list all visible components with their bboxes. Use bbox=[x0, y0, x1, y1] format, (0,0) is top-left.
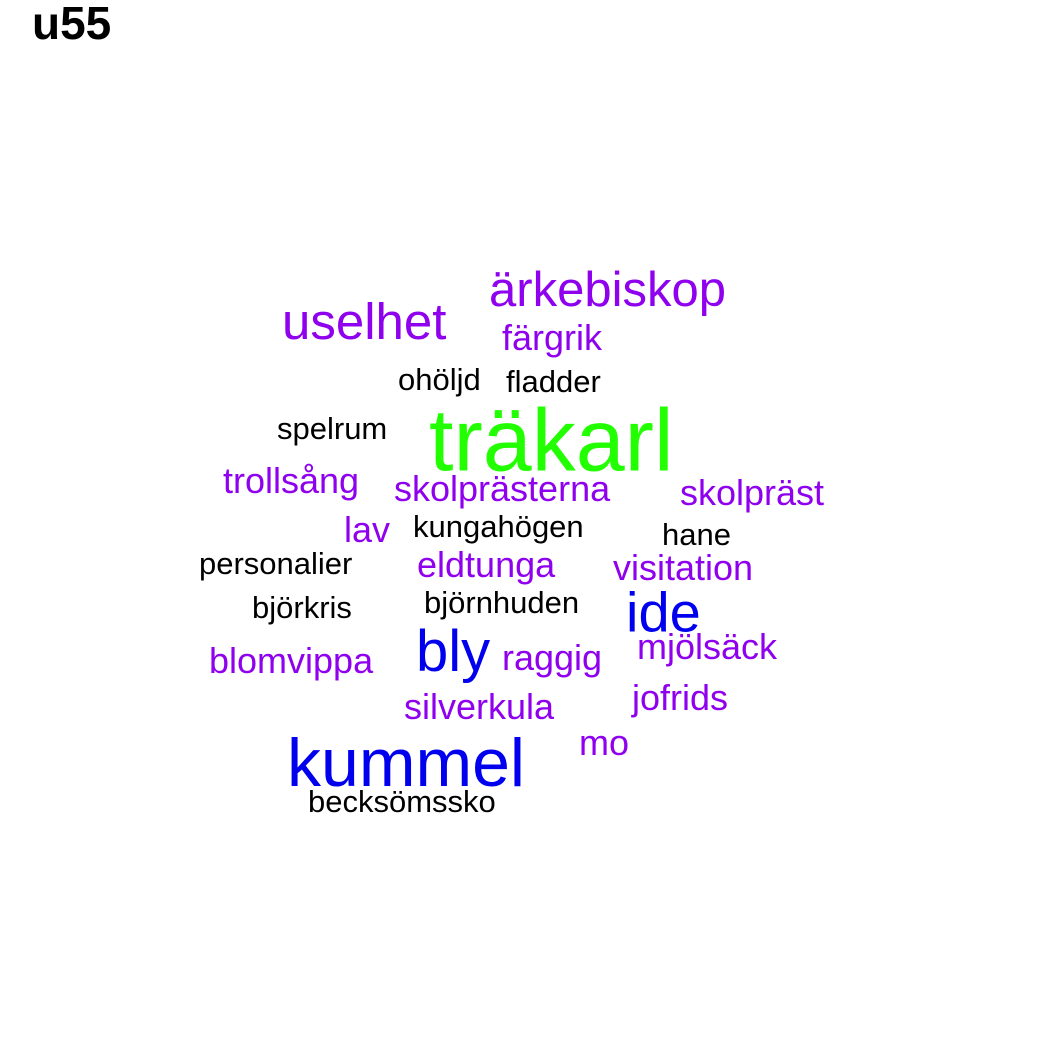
cloud-word: ide bbox=[626, 580, 701, 644]
cloud-word: mo bbox=[579, 721, 630, 763]
cloud-word: raggig bbox=[502, 636, 603, 678]
cloud-word: kungahögen bbox=[413, 508, 584, 544]
cloud-word: björkris bbox=[252, 589, 352, 625]
cloud-word: kummel bbox=[287, 724, 526, 801]
cloud-word: fladder bbox=[506, 363, 601, 399]
cloud-word: mjölsäck bbox=[637, 625, 778, 667]
cloud-word: trollsång bbox=[223, 459, 360, 501]
cloud-word: spelrum bbox=[277, 410, 388, 446]
cloud-word: träkarl bbox=[429, 390, 674, 490]
cloud-word: lav bbox=[344, 508, 391, 550]
cloud-word: uselhet bbox=[282, 293, 447, 351]
cloud-word: personalier bbox=[199, 545, 353, 581]
cloud-word: ärkebiskop bbox=[489, 262, 726, 317]
cloud-word: blomvippa bbox=[209, 639, 374, 681]
cloud-word: hane bbox=[662, 516, 731, 552]
cloud-word: bly bbox=[416, 618, 491, 684]
cloud-word: skolpräst bbox=[680, 471, 825, 513]
cloud-word: jofrids bbox=[632, 676, 729, 718]
cloud-word: eldtunga bbox=[417, 543, 556, 585]
cloud-word: ohöljd bbox=[398, 361, 481, 397]
cloud-word: visitation bbox=[613, 546, 754, 588]
cloud-word: björnhuden bbox=[424, 584, 580, 620]
page-title: u55 bbox=[32, 0, 112, 49]
cloud-word: silverkula bbox=[404, 685, 555, 727]
cloud-word: becksömssko bbox=[308, 783, 496, 819]
cloud-word: skolprästerna bbox=[394, 467, 611, 509]
cloud-word: färgrik bbox=[502, 316, 603, 358]
